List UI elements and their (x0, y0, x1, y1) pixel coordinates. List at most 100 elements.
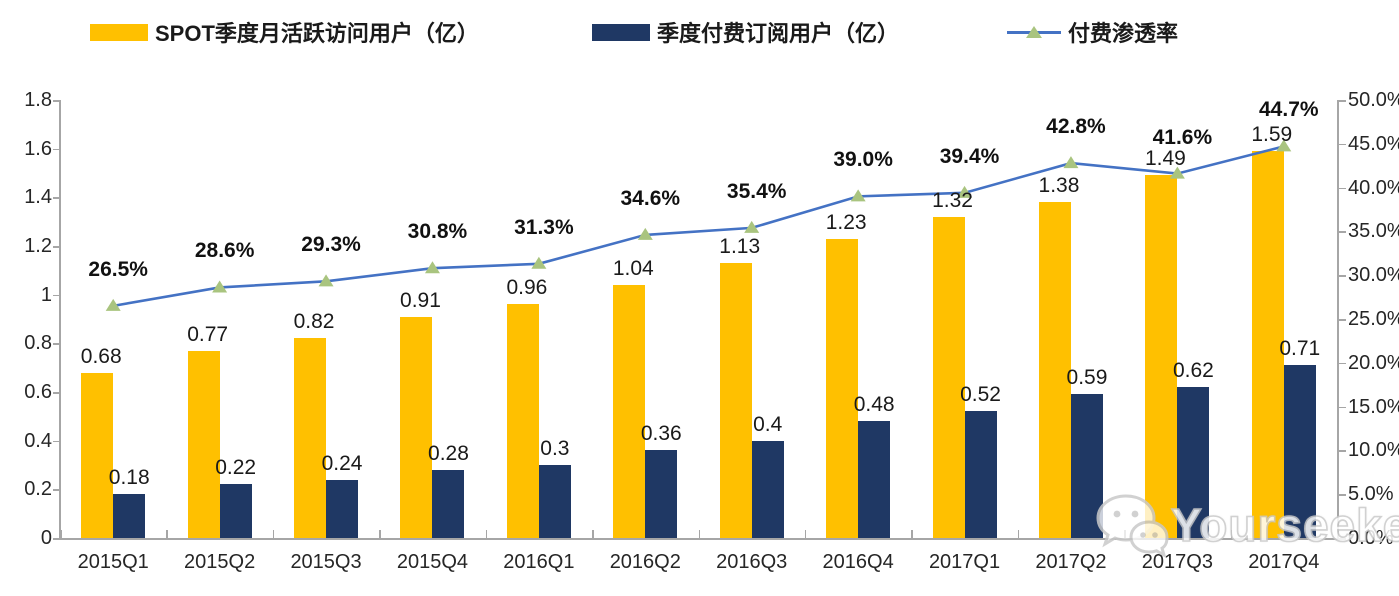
x-axis-label: 2015Q2 (184, 551, 256, 573)
x-axis-line (59, 538, 1338, 540)
x-axis-tick (379, 530, 381, 538)
y-axis-right-label: 35.0% (1348, 220, 1399, 243)
bar-value-label-mau: 1.38 (1038, 174, 1080, 198)
line-marker-icon (105, 298, 121, 311)
legend-item-subscribers: 季度付费订阅用户（亿） (592, 18, 899, 46)
bar-value-label-mau: 0.96 (506, 276, 548, 300)
line-marker-icon (212, 280, 228, 293)
line-marker-icon (957, 185, 973, 198)
penetration-rate-label: 41.6% (1152, 125, 1213, 149)
y-axis-right-tick (1338, 406, 1346, 409)
penetration-rate-label: 29.3% (301, 233, 361, 257)
y-axis-left-label: 0.8 (24, 332, 52, 355)
x-axis-label: 2015Q1 (77, 551, 149, 573)
y-axis-right-label: 0.0% (1348, 527, 1394, 549)
y-axis-right-tick (1338, 187, 1346, 190)
x-axis-label: 2017Q1 (928, 551, 1001, 573)
y-axis-right-label: 10.0% (1348, 439, 1399, 462)
penetration-rate-label: 39.4% (939, 144, 1000, 168)
penetration-rate-label: 26.5% (88, 257, 148, 281)
bar-value-label-mau: 1.13 (719, 235, 761, 259)
x-axis-label: 2016Q3 (716, 551, 788, 573)
bar-mau (400, 316, 433, 538)
bar-mau (506, 304, 539, 538)
x-axis-label: 2015Q4 (396, 551, 469, 573)
bar-value-label-mau: 0.82 (293, 310, 335, 334)
penetration-rate-label: 44.7% (1259, 98, 1319, 122)
line-marker-icon (531, 256, 547, 269)
y-axis-right-tick (1338, 362, 1346, 365)
x-axis-tick (166, 530, 168, 538)
x-axis-label: 2016Q4 (822, 551, 894, 573)
legend-label-mau: SPOT季度月活跃访问用户（亿） (155, 21, 479, 46)
penetration-line-swatch (1007, 24, 1061, 41)
bar-mau (826, 238, 859, 538)
bar-mau (294, 338, 327, 538)
y-axis-right-tick (1338, 450, 1346, 452)
bar-subscribers (113, 494, 146, 538)
y-axis-left-label: 1.8 (24, 89, 52, 111)
mau-series-swatch (90, 23, 148, 41)
y-axis-left-label: 0.2 (24, 478, 52, 501)
line-marker-icon (744, 220, 760, 233)
bar-value-label-subscribers: 0.59 (1066, 366, 1108, 390)
y-axis-right-tick (1338, 275, 1346, 277)
bar-subscribers (1177, 387, 1210, 538)
penetration-rate-label: 31.3% (514, 215, 574, 239)
bar-value-label-subscribers: 0.18 (108, 466, 150, 490)
bar-subscribers (964, 411, 997, 538)
y-axis-right-tick (1338, 143, 1346, 146)
x-axis-tick (698, 530, 700, 538)
bar-mau (719, 263, 752, 538)
penetration-rate-label: 39.0% (833, 148, 893, 172)
line-marker-icon (1063, 156, 1079, 169)
bar-value-label-subscribers: 0.28 (428, 441, 469, 465)
y-axis-left-label: 1 (40, 283, 52, 306)
x-axis-tick (1337, 530, 1339, 538)
y-axis-left-tick (53, 197, 61, 199)
x-axis-tick (911, 530, 913, 538)
bar-value-label-subscribers: 0.36 (640, 422, 682, 446)
line-marker-icon (637, 227, 653, 240)
y-axis-right-line (1337, 100, 1339, 538)
line-marker-icon (1169, 166, 1185, 179)
x-axis-tick (485, 530, 488, 538)
y-axis-left-tick (53, 489, 61, 491)
y-axis-right-label: 30.0% (1348, 264, 1399, 287)
y-axis-right-tick (1338, 231, 1346, 233)
y-axis-left-label: 0.6 (24, 381, 52, 403)
line-path (112, 145, 1285, 308)
bar-value-label-mau: 0.68 (80, 344, 122, 368)
bar-value-label-mau: 1.49 (1144, 147, 1186, 171)
bar-value-label-mau: 1.04 (612, 256, 654, 280)
bar-value-label-mau: 1.23 (825, 210, 867, 234)
x-axis-tick (1017, 530, 1020, 538)
bar-mau (1145, 175, 1178, 538)
bar-subscribers (751, 440, 784, 538)
bar-value-label-subscribers: 0.71 (1279, 337, 1321, 361)
penetration-rate-label: 34.6% (620, 186, 681, 210)
y-axis-left-line (59, 100, 61, 538)
bar-subscribers (326, 479, 359, 538)
x-axis-label: 2015Q3 (290, 551, 362, 573)
line-marker-icon (850, 189, 866, 202)
y-axis-left-tick (53, 538, 61, 540)
y-axis-right-label: 40.0% (1348, 176, 1399, 199)
x-axis-label: 2016Q1 (503, 551, 575, 573)
x-axis-label: 2017Q2 (1035, 551, 1107, 573)
x-axis-label: 2017Q4 (1248, 551, 1320, 573)
bar-mau (1251, 151, 1284, 538)
y-axis-left-label: 0.4 (24, 429, 52, 452)
y-axis-right-label: 50.0% (1348, 89, 1399, 111)
x-axis-label: 2016Q2 (609, 551, 681, 573)
y-axis-right-label: 5.0% (1348, 483, 1394, 506)
legend-label-subscribers: 季度付费订阅用户（亿） (657, 21, 900, 46)
bar-value-label-subscribers: 0.24 (321, 451, 363, 475)
y-axis-left-tick (53, 392, 61, 394)
line-marker-icon (1276, 139, 1292, 152)
bar-value-label-mau: 0.91 (400, 288, 441, 312)
y-axis-right-tick (1338, 538, 1346, 540)
legend-item-mau: SPOT季度月活跃访问用户（亿） (90, 18, 479, 46)
